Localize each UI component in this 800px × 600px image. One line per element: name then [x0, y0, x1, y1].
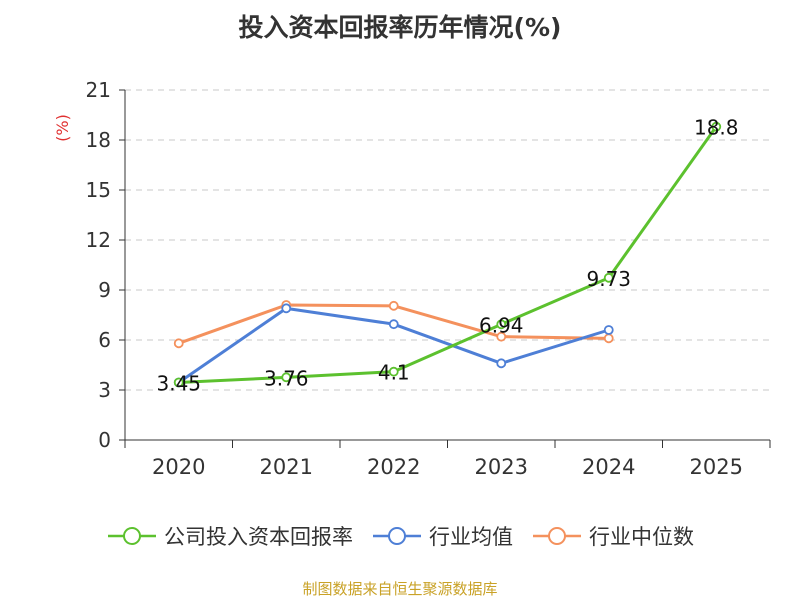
- legend-item-company[interactable]: 公司投入资本回报率: [106, 521, 353, 551]
- legend-item-industry-median[interactable]: 行业中位数: [531, 521, 694, 551]
- data-label: 18.8: [694, 116, 739, 140]
- x-tick-label: 2022: [367, 455, 420, 479]
- legend-label-company: 公司投入资本回报率: [164, 525, 353, 549]
- y-tick-label: 18: [86, 128, 111, 152]
- chart-title: 投入资本回报率历年情况(%): [238, 13, 562, 42]
- y-tick-label: 21: [86, 78, 111, 102]
- data-point: [388, 319, 399, 330]
- x-tick-label: 2020: [152, 455, 205, 479]
- legend-marker-company: [108, 527, 156, 545]
- legend-marker-industry-avg: [373, 527, 421, 545]
- legend: 公司投入资本回报率 行业均值 行业中位数: [0, 520, 800, 552]
- data-point: [496, 331, 507, 342]
- data-point: [281, 372, 292, 383]
- x-tick-label: 2025: [690, 455, 743, 479]
- data-label: 3.45: [156, 372, 201, 396]
- data-point: [388, 300, 399, 311]
- y-tick-label: 6: [98, 328, 111, 352]
- data-label: 3.76: [264, 366, 309, 390]
- legend-marker-industry-median: [533, 527, 581, 545]
- x-tick-label: 2021: [260, 455, 313, 479]
- data-point: [496, 319, 507, 330]
- data-label: 6.94: [479, 313, 524, 337]
- data-point: [281, 303, 292, 314]
- x-tick-label: 2024: [582, 455, 635, 479]
- y-tick-label: 15: [86, 178, 111, 202]
- data-point: [603, 333, 614, 344]
- y-tick-label: 3: [98, 378, 111, 402]
- legend-item-industry-avg[interactable]: 行业均值: [371, 521, 513, 551]
- data-label: 4.1: [378, 361, 410, 385]
- data-point: [388, 366, 399, 377]
- y-tick-label: 9: [98, 278, 111, 302]
- data-label: 9.73: [586, 267, 631, 291]
- legend-label-industry-median: 行业中位数: [589, 525, 694, 549]
- series-line-company: [178, 125, 718, 384]
- data-point: [603, 325, 614, 335]
- data-point: [496, 358, 507, 369]
- data-point: [603, 272, 614, 283]
- y-tick-label: 0: [98, 428, 111, 452]
- source-note: 制图数据来自恒生聚源数据库: [302, 580, 498, 598]
- data-point: [711, 121, 722, 132]
- y-tick-label: 12: [86, 228, 111, 252]
- legend-label-industry-avg: 行业均值: [429, 525, 513, 549]
- data-point: [173, 377, 184, 388]
- x-tick-label: 2023: [475, 455, 528, 479]
- y-axis-unit-label: (%): [53, 114, 72, 142]
- data-point: [173, 338, 184, 349]
